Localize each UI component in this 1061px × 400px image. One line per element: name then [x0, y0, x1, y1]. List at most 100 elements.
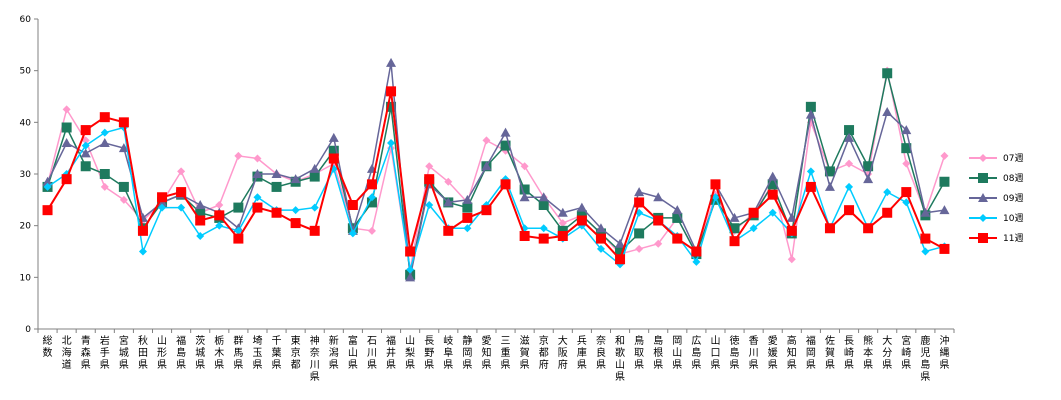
x-category-label: 香川県: [749, 335, 759, 371]
data-point: [348, 229, 357, 238]
data-point: [61, 174, 72, 185]
data-point: [328, 153, 339, 164]
data-point: [80, 161, 91, 172]
data-point: [234, 151, 243, 160]
y-tick-label: 40: [20, 118, 32, 128]
x-category-label: 神奈川県: [310, 334, 320, 383]
data-point: [767, 189, 778, 200]
data-point: [290, 174, 301, 184]
x-category-label: 福岡県: [806, 334, 816, 371]
data-point: [463, 224, 472, 233]
data-point: [824, 181, 835, 191]
data-point: [309, 225, 320, 236]
data-point: [271, 169, 282, 178]
data-point: [692, 257, 701, 266]
data-point: [844, 205, 855, 216]
data-point: [786, 212, 797, 222]
data-point: [158, 203, 167, 212]
x-category-label: 福井県: [386, 334, 396, 371]
data-point: [386, 101, 397, 112]
data-point: [118, 181, 129, 192]
data-point: [634, 197, 645, 208]
data-point: [824, 223, 835, 234]
data-point: [805, 101, 816, 112]
data-point: [882, 68, 893, 79]
data-point: [253, 154, 262, 163]
data-point: [749, 224, 758, 233]
data-point: [347, 200, 358, 210]
data-point: [176, 187, 187, 198]
data-point: [214, 210, 225, 221]
data-point: [882, 107, 893, 116]
data-point: [615, 254, 626, 265]
data-point: [425, 201, 434, 209]
x-category-label: 滋賀県: [520, 334, 530, 371]
x-category-label: 山形県: [157, 335, 167, 371]
data-point: [805, 181, 816, 192]
x-category-label: 宮崎県: [901, 334, 911, 371]
data-point: [787, 255, 796, 264]
data-point: [233, 233, 244, 244]
data-point: [940, 151, 949, 160]
data-point: [80, 148, 91, 158]
data-point: [328, 145, 339, 156]
data-point: [539, 224, 548, 233]
x-category-label: 山口県: [710, 335, 720, 371]
x-category-label: 岡山県: [672, 335, 682, 371]
data-point: [519, 184, 530, 195]
data-point: [215, 221, 224, 230]
data-point: [615, 238, 626, 248]
data-point: [253, 193, 262, 202]
x-category-label: 徳島県: [730, 334, 740, 371]
data-point: [61, 122, 72, 133]
data-point: [902, 159, 911, 168]
data-point: [119, 195, 128, 204]
data-point: [863, 174, 874, 184]
data-point: [271, 181, 282, 192]
legend-marker: [978, 173, 988, 183]
legend-label: 07週: [1003, 153, 1023, 164]
data-point: [729, 223, 740, 234]
data-point: [595, 228, 606, 239]
x-category-label: 総数: [43, 334, 53, 359]
data-point: [939, 243, 950, 254]
y-tick-label: 10: [20, 273, 32, 283]
data-point: [558, 219, 567, 228]
data-point: [519, 231, 530, 241]
x-category-label: 和歌山県: [615, 335, 625, 383]
data-point: [635, 244, 644, 253]
data-point: [43, 182, 52, 191]
data-point: [634, 187, 645, 197]
x-category-label: 富山県: [348, 334, 358, 371]
data-point: [291, 206, 300, 215]
data-point: [425, 162, 434, 171]
x-category-label: 新潟県: [329, 334, 339, 371]
data-point: [500, 179, 511, 190]
data-point: [595, 233, 606, 244]
data-point: [519, 192, 530, 202]
data-point: [367, 193, 376, 202]
legend-marker: [978, 193, 988, 202]
x-category-label: 茨城県: [195, 334, 205, 371]
data-point: [138, 247, 147, 256]
legend-marker: [979, 154, 987, 162]
x-category-label: 栃木県: [214, 334, 224, 371]
legend-label: 11週: [1003, 233, 1023, 244]
x-category-label: 長野県: [424, 335, 434, 371]
data-point: [309, 163, 320, 173]
data-point: [444, 177, 453, 186]
data-point: [118, 143, 129, 153]
data-point: [711, 193, 720, 202]
x-category-label: 沖縄県: [939, 334, 949, 371]
data-point: [177, 203, 186, 212]
data-point: [500, 140, 511, 151]
data-point: [824, 166, 835, 177]
x-category-label: 山梨県: [405, 335, 415, 371]
y-tick-label: 0: [25, 325, 31, 335]
data-point: [386, 86, 397, 97]
x-category-label: 北海道: [62, 335, 72, 371]
data-point: [482, 136, 491, 145]
x-category-label: 静岡県: [462, 334, 472, 371]
series-line: [46, 62, 945, 278]
x-category-label: 佐賀県: [825, 335, 835, 371]
